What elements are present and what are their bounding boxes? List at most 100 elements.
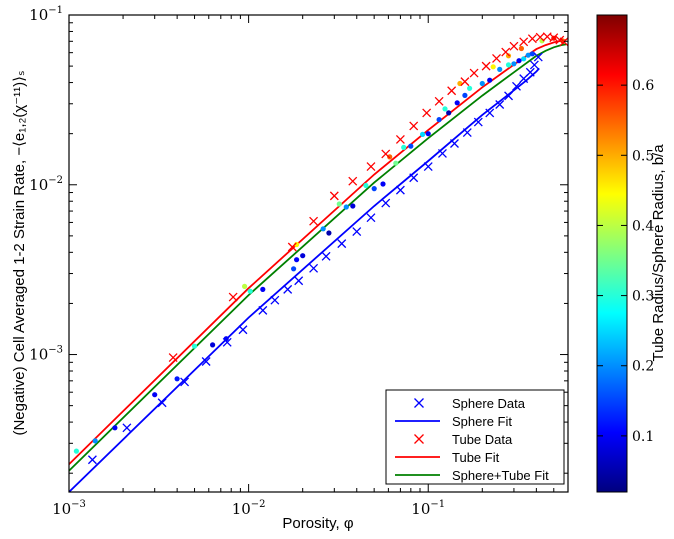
tube-data-point bbox=[527, 34, 537, 44]
colored-data-point bbox=[343, 204, 349, 210]
sphere-data-point bbox=[366, 213, 376, 223]
plot-frame bbox=[68, 14, 569, 493]
colored-data-point bbox=[350, 203, 356, 209]
sphere-data-point bbox=[485, 108, 495, 118]
colored-data-point bbox=[300, 253, 306, 259]
tube-data-point bbox=[287, 242, 297, 252]
legend-label: Sphere+Tube Fit bbox=[452, 468, 549, 483]
plot-data bbox=[69, 32, 568, 492]
legend-label: Sphere Data bbox=[452, 396, 526, 411]
x-tick-label: 10−1 bbox=[411, 499, 445, 518]
colored-data-point bbox=[516, 58, 522, 64]
colored-data-point bbox=[525, 52, 531, 58]
tube-data-point bbox=[509, 41, 519, 51]
sphere-data-point bbox=[381, 198, 391, 208]
x-tick-label: 10−2 bbox=[232, 499, 266, 518]
colored-data-point bbox=[174, 376, 180, 382]
sphere-data-point bbox=[270, 295, 280, 305]
tube-data-point bbox=[168, 353, 178, 363]
colored-data-point bbox=[92, 438, 98, 444]
sphere-data-point bbox=[201, 357, 211, 366]
colored-data-point bbox=[152, 392, 158, 398]
legend-item: Sphere Data bbox=[414, 396, 526, 411]
tube-data-point bbox=[481, 61, 491, 71]
tube-data-point bbox=[519, 37, 529, 47]
colorbar-tick-label: 0.3 bbox=[632, 289, 654, 305]
sphere-data-point bbox=[352, 227, 362, 237]
colored-data-point bbox=[420, 131, 426, 137]
colored-data-point bbox=[294, 257, 300, 263]
sphere-data-point bbox=[450, 139, 459, 148]
legend-marker bbox=[414, 398, 424, 408]
legend-label: Tube Fit bbox=[452, 450, 500, 465]
tube-data-point bbox=[366, 162, 376, 172]
tube-data-point bbox=[434, 96, 444, 106]
tube-data-point bbox=[228, 292, 238, 302]
legend-label: Tube Data bbox=[452, 432, 513, 447]
colored-data-point bbox=[490, 64, 496, 70]
tube-data-point bbox=[469, 68, 479, 78]
sphere-data-point bbox=[157, 398, 167, 408]
colorbar-tick-label: 0.5 bbox=[632, 148, 654, 164]
sphere-data-point bbox=[180, 377, 190, 387]
colored-data-point bbox=[260, 286, 266, 292]
legend-item: Sphere Fit bbox=[395, 414, 512, 429]
tube-data-point bbox=[409, 121, 419, 131]
tube-data-point bbox=[447, 86, 457, 96]
colored-data-point bbox=[518, 45, 525, 52]
colored-data-point bbox=[363, 182, 369, 189]
x-axis-label: Porosity, φ bbox=[282, 515, 353, 532]
tube-data-point bbox=[559, 37, 568, 47]
colored-data-point bbox=[487, 77, 493, 83]
sphere-tube-fit-line bbox=[69, 43, 567, 472]
sphere-data-point bbox=[409, 173, 419, 183]
colored-data-point bbox=[393, 160, 399, 166]
colored-data-point bbox=[454, 100, 460, 106]
colored-data-point bbox=[73, 448, 79, 454]
tube-data-point bbox=[309, 216, 319, 226]
legend-item: Tube Data bbox=[414, 432, 513, 447]
sphere-data-point bbox=[533, 52, 543, 62]
colorbar-gradient bbox=[596, 14, 628, 493]
sphere-data-point bbox=[423, 162, 433, 172]
tube-data-point bbox=[460, 77, 470, 87]
sphere-data-point bbox=[309, 263, 319, 273]
tube-data-point bbox=[381, 149, 391, 159]
sphere-data-point bbox=[294, 276, 304, 286]
tube-data-point bbox=[549, 33, 559, 43]
colored-data-point bbox=[529, 51, 536, 57]
tube-data-point bbox=[348, 176, 358, 186]
sphere-data-point bbox=[437, 148, 447, 158]
tube-data-point bbox=[422, 108, 432, 118]
tube-data-point bbox=[395, 134, 405, 144]
colored-data-point bbox=[371, 186, 377, 192]
sphere-data-point bbox=[238, 325, 248, 335]
tube-data-point bbox=[535, 32, 545, 42]
sphere-data-point bbox=[462, 128, 472, 138]
colorbar: 0.1 0.2 0.3 0.4 0.5 0.6 Tube Radius/Sphere Ra… bbox=[596, 14, 667, 493]
colored-data-point bbox=[479, 80, 485, 87]
tube-data-point bbox=[492, 53, 501, 63]
colored-data-point bbox=[505, 62, 512, 68]
y-axis-label: (Negative) Cell Averaged 1-2 Strain Rate… bbox=[11, 70, 28, 435]
legend: Sphere Data Sphere Fit Tube Data Tube Fit Sp… bbox=[385, 389, 565, 485]
colored-data-point bbox=[425, 131, 431, 137]
sphere-data-point bbox=[512, 81, 521, 91]
colored-data-point bbox=[408, 143, 414, 149]
y-tick-label: 10−1 bbox=[29, 5, 63, 24]
colored-data-point bbox=[436, 117, 442, 123]
sphere-data-point bbox=[504, 91, 514, 101]
legend-marker bbox=[414, 434, 424, 444]
sphere-data-point bbox=[473, 117, 483, 127]
sphere-data-point bbox=[525, 67, 535, 77]
colorbar-label: Tube Radius/Sphere Radius, b/a bbox=[650, 144, 667, 362]
colored-data-point bbox=[320, 226, 326, 232]
y-tick-label: 10−2 bbox=[29, 175, 63, 194]
colored-data-point bbox=[505, 53, 512, 59]
axis-ticks: 10−3 10−2 10−1 10−3 10−2 10−1 bbox=[29, 5, 568, 518]
colored-data-point bbox=[112, 425, 118, 431]
colorbar-tick-label: 0.2 bbox=[632, 359, 654, 375]
colored-data-point bbox=[210, 342, 216, 348]
colorbar-tick-label: 0.1 bbox=[632, 429, 654, 445]
